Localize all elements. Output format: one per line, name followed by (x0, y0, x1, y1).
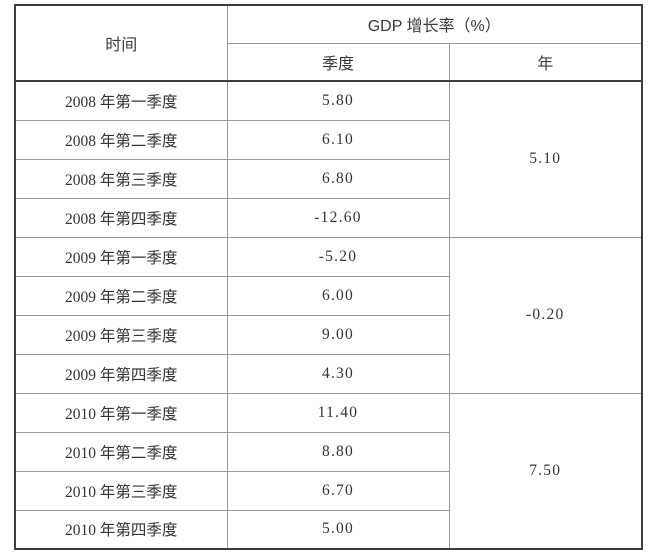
table-row: 2009 年第三季度 9.00 (14, 314, 642, 355)
quarter-value-cell: 5.80 (226, 80, 450, 121)
time-cell: 2008 年第一季度 (14, 80, 228, 121)
table-row: 2009 年第一季度 -5.20 -0.20 (14, 236, 643, 394)
time-cell: 2008 年第二季度 (14, 119, 228, 160)
time-cell: 2008 年第三季度 (14, 158, 228, 199)
time-cell: 2009 年第二季度 (14, 275, 228, 316)
table-row: 2008 年第二季度 6.10 (14, 119, 642, 160)
time-cell: 2010 年第三季度 (14, 470, 228, 511)
gdp-group-header: GDP 增长率（%） (226, 4, 643, 44)
quarter-value-cell: 9.00 (226, 314, 450, 355)
year-value-cell-2009: -0.20 (448, 236, 643, 394)
table-row: 2008 年第四季度 -12.60 (14, 197, 642, 238)
year-value-cell-2008: 5.10 (448, 80, 643, 238)
table-row: 2010 年第四季度 5.00 (14, 509, 642, 550)
header-row-2: 季度 年 (15, 42, 643, 82)
quarter-value-cell: 6.00 (226, 275, 450, 316)
quarter-value-cell: -12.60 (226, 197, 450, 238)
table-row: 2010 年第一季度 11.40 7.50 (14, 392, 643, 550)
time-column-header: 时间 (14, 4, 228, 82)
gdp-growth-table: 时间 GDP 增长率（%） 季度 年 2008 年第一季度 5.80 5.10 … (14, 4, 643, 550)
quarter-value-cell: 5.00 (226, 509, 450, 550)
quarter-column-header: 季度 (226, 42, 450, 82)
time-cell: 2010 年第四季度 (14, 509, 228, 550)
time-cell: 2009 年第一季度 (14, 236, 228, 277)
quarter-value-cell: 4.30 (226, 353, 450, 394)
quarter-value-cell: 6.80 (226, 158, 450, 199)
quarter-value-cell: 6.10 (226, 119, 450, 160)
table-row: 2009 年第二季度 6.00 (14, 275, 642, 316)
table-row: 2010 年第二季度 8.80 (14, 431, 642, 472)
quarter-value-cell: 8.80 (226, 431, 450, 472)
time-cell: 2009 年第三季度 (14, 314, 228, 355)
year-value-cell-2010: 7.50 (448, 392, 643, 550)
quarter-value-cell: -5.20 (226, 236, 450, 277)
table-row: 2009 年第四季度 4.30 (14, 353, 642, 394)
time-cell: 2008 年第四季度 (14, 197, 228, 238)
quarter-value-cell: 6.70 (226, 470, 450, 511)
year-column-header: 年 (448, 42, 643, 82)
table-row: 2008 年第三季度 6.80 (14, 158, 642, 199)
time-cell: 2010 年第二季度 (14, 431, 228, 472)
table-row: 2008 年第一季度 5.80 5.10 (14, 80, 643, 238)
header-row-1: 时间 GDP 增长率（%） (14, 4, 643, 82)
quarter-value-cell: 11.40 (226, 392, 450, 433)
time-cell: 2010 年第一季度 (14, 392, 228, 433)
time-cell: 2009 年第四季度 (14, 353, 228, 394)
